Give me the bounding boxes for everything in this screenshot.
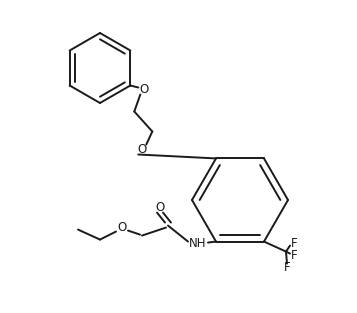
Text: F: F xyxy=(284,261,290,274)
Text: O: O xyxy=(155,201,165,214)
Text: O: O xyxy=(140,83,149,96)
Text: F: F xyxy=(291,237,297,250)
Text: F: F xyxy=(291,249,297,262)
Text: O: O xyxy=(138,143,147,156)
Text: O: O xyxy=(117,221,127,234)
Text: NH: NH xyxy=(189,237,207,250)
